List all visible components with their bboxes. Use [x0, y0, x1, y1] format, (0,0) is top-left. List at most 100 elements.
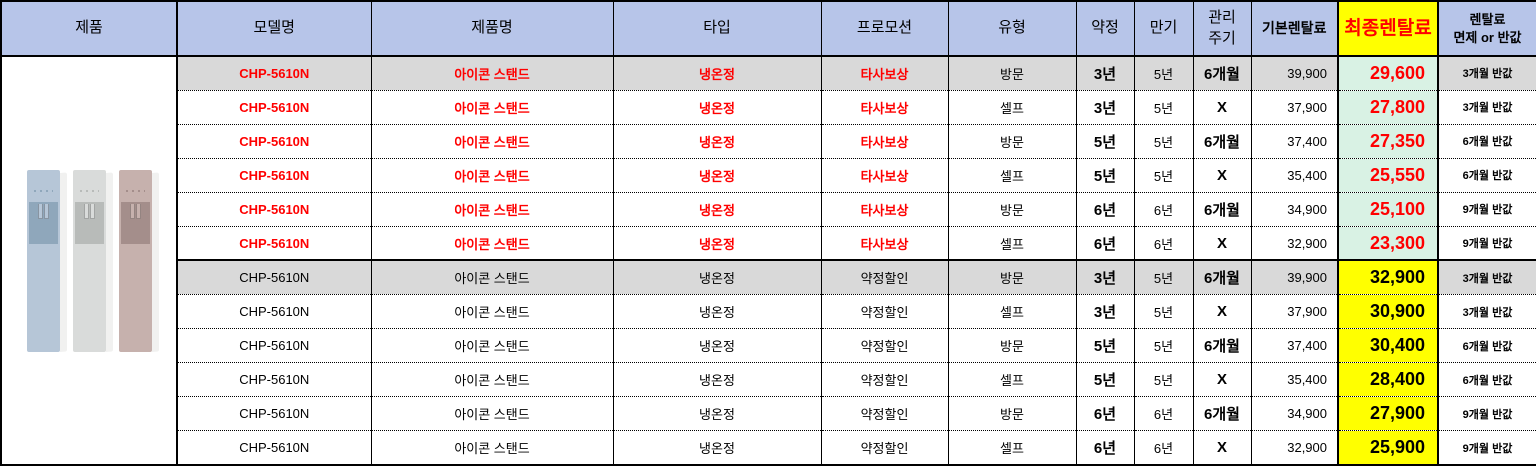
cell-promo: 약정할인 [820, 362, 949, 398]
cell-promo: 타사보상 [820, 123, 949, 159]
cell-name: 아이콘 스탠드 [370, 89, 614, 125]
header-base-rental: 기본렌탈료 [1250, 0, 1339, 57]
cell-base: 37,400 [1250, 328, 1339, 364]
product-image-cell [0, 55, 178, 466]
control-buttons [79, 189, 99, 192]
cell-promo: 약정할인 [820, 328, 949, 364]
header-care-cycle: 관리 주기 [1192, 0, 1252, 57]
cell-model: CHP-5610N [176, 225, 372, 261]
cell-care: 6개월 [1192, 396, 1252, 432]
cell-final: 29,600 [1337, 55, 1439, 91]
cell-channel: 방문 [947, 55, 1077, 91]
cell-benefit: 3개월 반값 [1437, 89, 1536, 125]
cell-final: 23,300 [1337, 225, 1439, 261]
header-contract: 약정 [1075, 0, 1135, 57]
cell-channel: 셀프 [947, 294, 1077, 330]
cell-final: 32,900 [1337, 259, 1439, 296]
cell-benefit: 6개월 반값 [1437, 123, 1536, 159]
cell-care: 6개월 [1192, 55, 1252, 91]
cell-model: CHP-5610N [176, 328, 372, 364]
header-model: 모델명 [176, 0, 372, 57]
cell-benefit: 9개월 반값 [1437, 396, 1536, 432]
water-purifier-stand [26, 169, 60, 352]
cell-type: 냉온정 [612, 430, 822, 466]
cell-base: 37,400 [1250, 123, 1339, 159]
cell-final: 30,900 [1337, 294, 1439, 330]
cell-model: CHP-5610N [176, 294, 372, 330]
cell-base: 34,900 [1250, 191, 1339, 227]
cell-type: 냉온정 [612, 225, 822, 261]
cell-expiry: 5년 [1133, 55, 1194, 91]
table-row: CHP-5610N 아이콘 스탠드 냉온정 타사보상 방문 5년 5년 6개월 37,400 27… [1, 123, 1536, 159]
cell-contract: 6년 [1075, 430, 1135, 466]
table-row: CHP-5610N 아이콘 스탠드 냉온정 타사보상 셀프 6년 6년 X 32,900 23,3… [1, 225, 1536, 261]
cell-promo: 타사보상 [820, 55, 949, 91]
cell-base: 39,900 [1250, 55, 1339, 91]
cell-promo: 약정할인 [820, 294, 949, 330]
cell-name: 아이콘 스탠드 [370, 191, 614, 227]
cell-contract: 5년 [1075, 157, 1135, 193]
cell-channel: 방문 [947, 191, 1077, 227]
cell-model: CHP-5610N [176, 55, 372, 91]
cell-base: 39,900 [1250, 259, 1339, 296]
cell-channel: 셀프 [947, 225, 1077, 261]
cell-name: 아이콘 스탠드 [370, 430, 614, 466]
table-row: CHP-5610N 아이콘 스탠드 냉온정 약정할인 방문 3년 5년 6개월 39,900 32… [1, 259, 1536, 296]
dispenser-recess [74, 201, 104, 244]
cell-promo: 약정할인 [820, 259, 949, 296]
cell-type: 냉온정 [612, 328, 822, 364]
cell-benefit: 9개월 반값 [1437, 191, 1536, 227]
header-promotion: 프로모션 [820, 0, 949, 57]
cell-channel: 방문 [947, 328, 1077, 364]
cell-contract: 5년 [1075, 123, 1135, 159]
cell-type: 냉온정 [612, 362, 822, 398]
cell-final: 28,400 [1337, 362, 1439, 398]
cell-contract: 3년 [1075, 294, 1135, 330]
cell-contract: 6년 [1075, 225, 1135, 261]
cell-contract: 3년 [1075, 259, 1135, 296]
cell-benefit: 9개월 반값 [1437, 430, 1536, 466]
cell-expiry: 6년 [1133, 225, 1194, 261]
cell-promo: 약정할인 [820, 430, 949, 466]
header-final-rental: 최종렌탈료 [1337, 0, 1439, 57]
cell-care: X [1192, 430, 1252, 466]
cell-channel: 방문 [947, 396, 1077, 432]
cell-benefit: 3개월 반값 [1437, 259, 1536, 296]
cell-care: X [1192, 225, 1252, 261]
dispenser-recess [120, 201, 150, 244]
cell-care: X [1192, 89, 1252, 125]
table-row: CHP-5610N 아이콘 스탠드 냉온정 타사보상 셀프 3년 5년 X 37,900 27,8… [1, 89, 1536, 125]
cell-expiry: 5년 [1133, 259, 1194, 296]
cell-final: 27,800 [1337, 89, 1439, 125]
cell-expiry: 5년 [1133, 157, 1194, 193]
cell-final: 30,400 [1337, 328, 1439, 364]
header-expiry: 만기 [1133, 0, 1194, 57]
cell-model: CHP-5610N [176, 362, 372, 398]
header-product: 제품 [0, 0, 178, 57]
table-row: CHP-5610N 아이콘 스탠드 냉온정 약정할인 셀프 6년 6년 X 32,900 25,9… [1, 430, 1536, 466]
cell-name: 아이콘 스탠드 [370, 328, 614, 364]
cell-promo: 타사보상 [820, 225, 949, 261]
table-row: CHP-5610N 아이콘 스탠드 냉온정 약정할인 셀프 3년 5년 X 37,900 30,9… [1, 294, 1536, 330]
cell-model: CHP-5610N [176, 191, 372, 227]
cell-final: 25,900 [1337, 430, 1439, 466]
cell-model: CHP-5610N [176, 157, 372, 193]
table-row: CHP-5610N 아이콘 스탠드 냉온정 약정할인 방문 6년 6년 6개월 34,900 27… [1, 396, 1536, 432]
cell-model: CHP-5610N [176, 89, 372, 125]
cell-type: 냉온정 [612, 55, 822, 91]
cell-contract: 5년 [1075, 362, 1135, 398]
dispenser-recess [28, 201, 58, 244]
header-channel: 유형 [947, 0, 1077, 57]
cell-care: 6개월 [1192, 191, 1252, 227]
cell-expiry: 6년 [1133, 191, 1194, 227]
cell-base: 35,400 [1250, 362, 1339, 398]
cell-type: 냉온정 [612, 191, 822, 227]
cell-type: 냉온정 [612, 259, 822, 296]
cell-expiry: 6년 [1133, 430, 1194, 466]
cell-contract: 3년 [1075, 55, 1135, 91]
cell-care: X [1192, 157, 1252, 193]
control-buttons [33, 189, 53, 192]
cell-care: 6개월 [1192, 328, 1252, 364]
cell-type: 냉온정 [612, 396, 822, 432]
